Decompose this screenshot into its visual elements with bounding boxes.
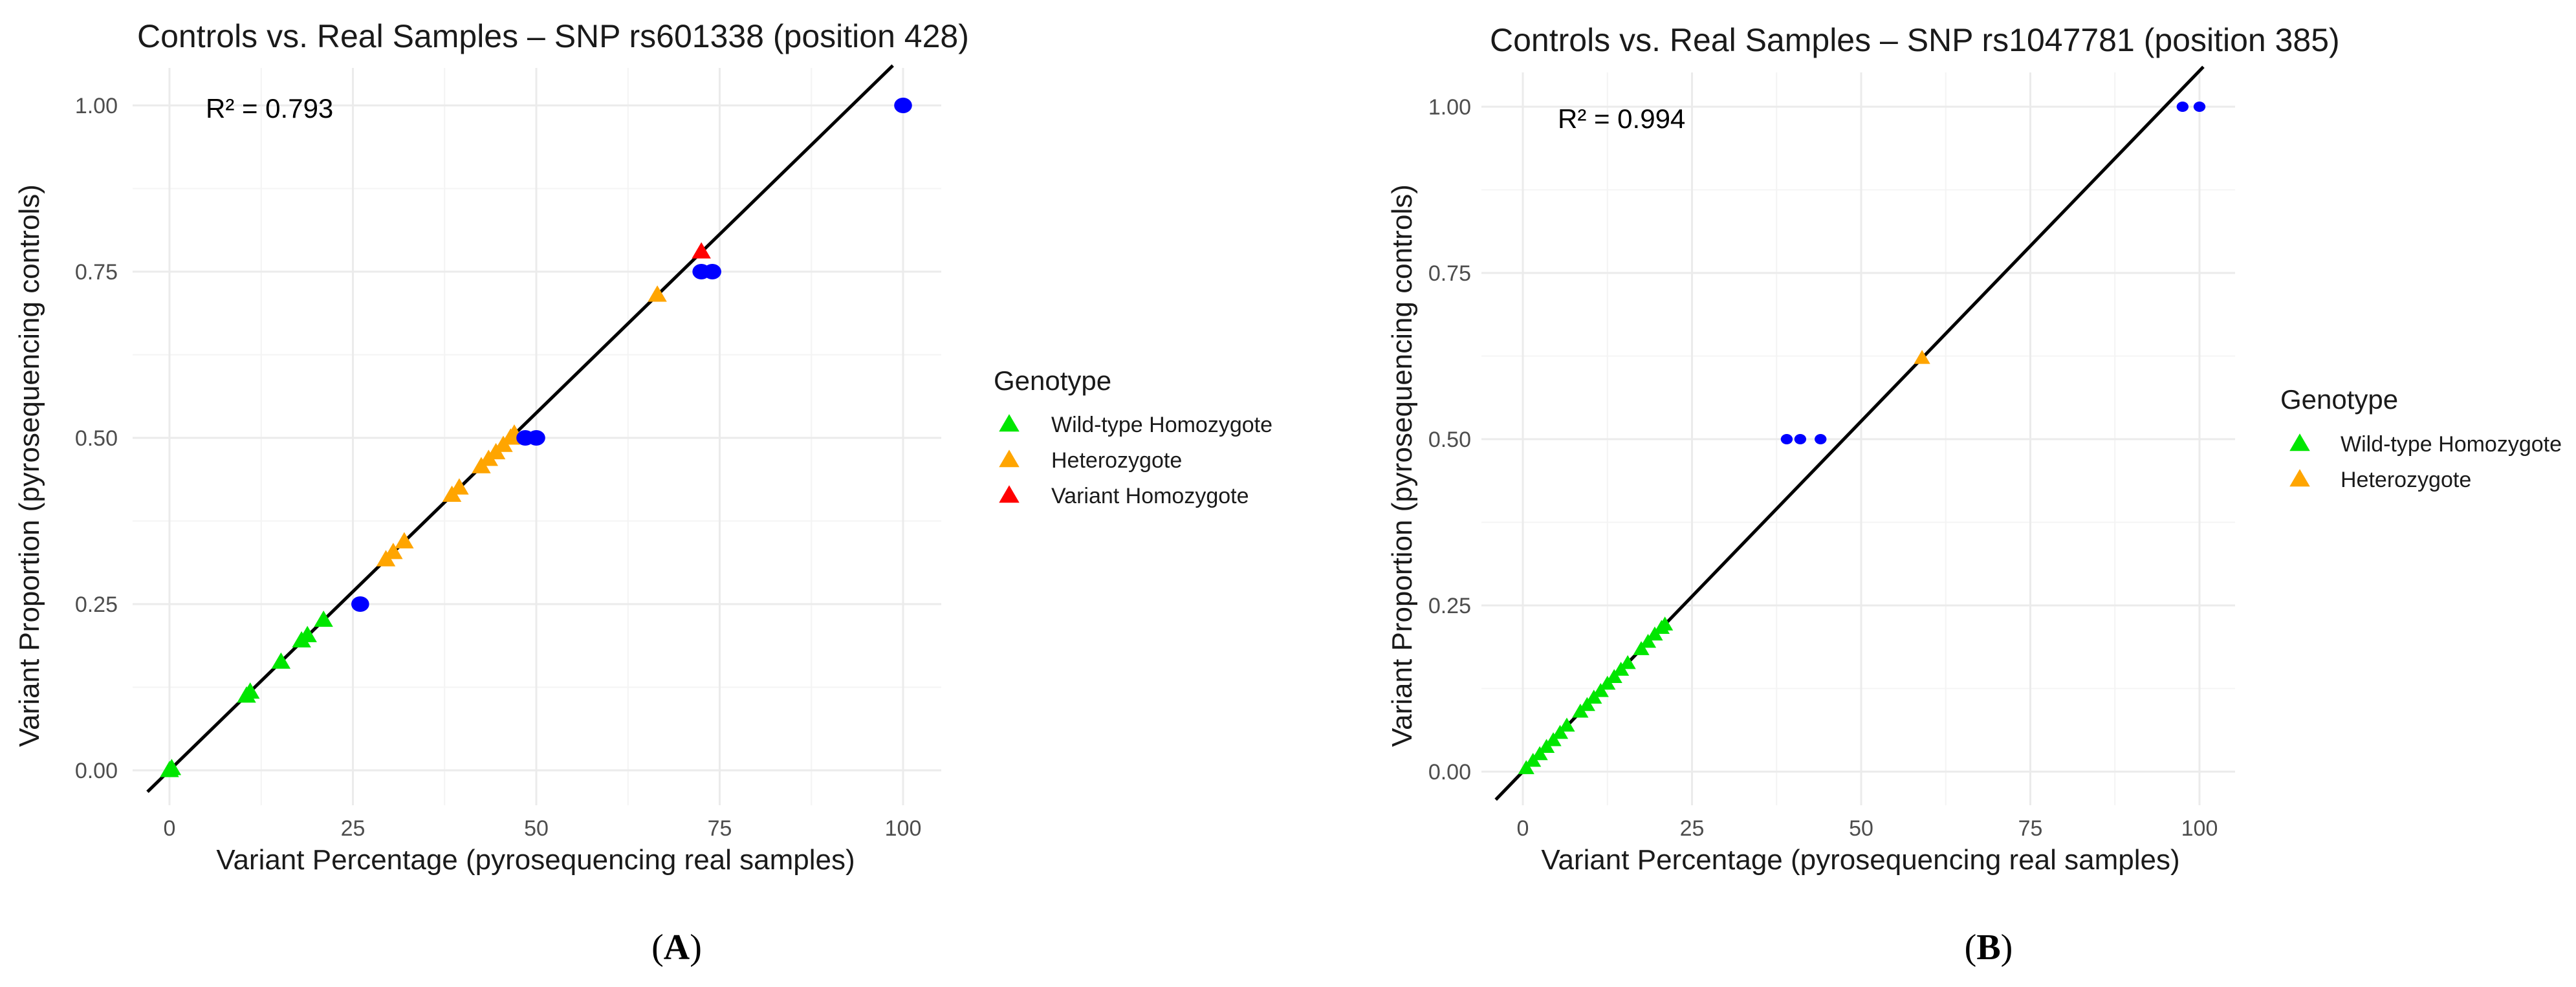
- control-point: [1558, 717, 1575, 732]
- grid: [133, 68, 941, 805]
- y-tick-label: 0.50: [1428, 428, 1471, 452]
- chart-title: Controls vs. Real Samples – SNP rs104778…: [1490, 22, 2340, 58]
- control-point: [1914, 349, 1930, 364]
- grid: [1481, 72, 2235, 805]
- control-point: [1592, 683, 1609, 697]
- y-tick-label: 0.00: [1428, 760, 1471, 785]
- x-axis-title: Variant Percentage (pyrosequencing real …: [216, 844, 855, 876]
- chart-title: Controls vs. Real Samples – SNP rs601338…: [137, 18, 969, 54]
- x-tick-label: 0: [164, 816, 176, 841]
- control-point: [314, 610, 333, 627]
- y-tick-labels: 0.00 0.25 0.50 0.75 1.00: [1428, 95, 1471, 785]
- control-point: [450, 478, 469, 495]
- sample-point: [351, 596, 369, 612]
- control-point: [1639, 633, 1657, 648]
- x-tick-label: 100: [885, 816, 922, 841]
- x-axis-title: Variant Percentage (pyrosequencing real …: [1541, 844, 2179, 876]
- control-point: [1551, 724, 1569, 739]
- panel-letter: A: [664, 927, 690, 968]
- control-point: [692, 242, 711, 259]
- panel-label: (A): [651, 927, 702, 968]
- legend-triangle-icon: [2289, 469, 2310, 487]
- x-tick-label: 75: [708, 816, 732, 841]
- control-point: [271, 652, 291, 669]
- y-tick-label: 0.00: [75, 759, 118, 783]
- sample-point: [703, 264, 721, 279]
- data-points: [160, 98, 912, 777]
- panel-label: (B): [1965, 927, 2013, 968]
- control-point: [1531, 746, 1548, 761]
- control-point: [1545, 732, 1562, 746]
- legend-label: Wild-type Homozygote: [1051, 413, 1272, 437]
- y-tick-label: 1.00: [1428, 95, 1471, 120]
- legend-triangle-icon: [999, 450, 1020, 468]
- y-tick-labels: 0.00 0.25 0.50 0.75 1.00: [75, 94, 118, 783]
- control-point: [395, 532, 414, 548]
- y-tick-label: 0.50: [75, 426, 118, 451]
- control-point: [241, 682, 260, 699]
- panel-b: Controls vs. Real Samples – SNP rs104778…: [1386, 22, 2562, 968]
- control-point: [384, 543, 403, 559]
- r-squared-label: R² = 0.793: [206, 93, 333, 124]
- r-squared-label: R² = 0.994: [1558, 103, 1685, 134]
- control-point: [1578, 697, 1595, 711]
- panel-letter: B: [1976, 927, 2000, 968]
- x-tick-label: 25: [341, 816, 366, 841]
- control-point: [1619, 655, 1636, 669]
- x-tick-label: 75: [2018, 816, 2043, 841]
- legend-label: Variant Homozygote: [1051, 484, 1249, 508]
- control-point: [1657, 616, 1674, 631]
- legend-title: Genotype: [994, 365, 1111, 396]
- y-tick-label: 0.75: [1428, 261, 1471, 286]
- x-tick-label: 50: [1849, 816, 1873, 841]
- y-tick-label: 0.25: [1428, 594, 1471, 618]
- x-tick-labels: 0 25 50 75 100: [1517, 816, 2218, 841]
- data-points: [1518, 102, 2206, 774]
- control-point: [1518, 760, 1534, 774]
- sample-point: [2176, 102, 2189, 112]
- x-tick-label: 0: [1517, 816, 1529, 841]
- legend: Wild-type Homozygote Heterozygote Variant …: [999, 413, 1272, 508]
- legend-title: Genotype: [2280, 384, 2398, 415]
- control-point: [1633, 641, 1650, 655]
- sample-point: [527, 430, 545, 446]
- control-point: [648, 285, 667, 302]
- sample-point: [2193, 102, 2206, 112]
- legend-triangle-icon: [2289, 433, 2310, 451]
- legend-label: Wild-type Homozygote: [2341, 432, 2562, 457]
- x-tick-label: 25: [1680, 816, 1705, 841]
- panel-a: Controls vs. Real Samples – SNP rs601338…: [14, 18, 1272, 968]
- sample-point: [1815, 434, 1827, 444]
- legend-triangle-icon: [999, 485, 1020, 503]
- control-point: [162, 759, 182, 776]
- legend-label: Heterozygote: [2341, 468, 2471, 492]
- x-tick-label: 50: [524, 816, 549, 841]
- y-tick-label: 0.75: [75, 260, 118, 285]
- sample-point: [1780, 434, 1793, 444]
- control-point: [1606, 669, 1622, 684]
- fit-line: [146, 64, 894, 793]
- legend: Wild-type Homozygote Heterozygote: [2289, 432, 2562, 492]
- control-point: [298, 625, 317, 642]
- y-tick-label: 1.00: [75, 94, 118, 118]
- legend-triangle-icon: [999, 414, 1020, 432]
- x-tick-label: 100: [2181, 816, 2218, 841]
- y-axis-title: Variant Proportion (pyrosequencing contr…: [14, 184, 45, 747]
- y-tick-label: 0.25: [75, 592, 118, 617]
- sample-point: [894, 98, 912, 113]
- sample-point: [1794, 434, 1807, 444]
- legend-label: Heterozygote: [1051, 448, 1182, 473]
- x-tick-labels: 0 25 50 75 100: [164, 816, 922, 841]
- y-axis-title: Variant Proportion (pyrosequencing contr…: [1386, 184, 1418, 747]
